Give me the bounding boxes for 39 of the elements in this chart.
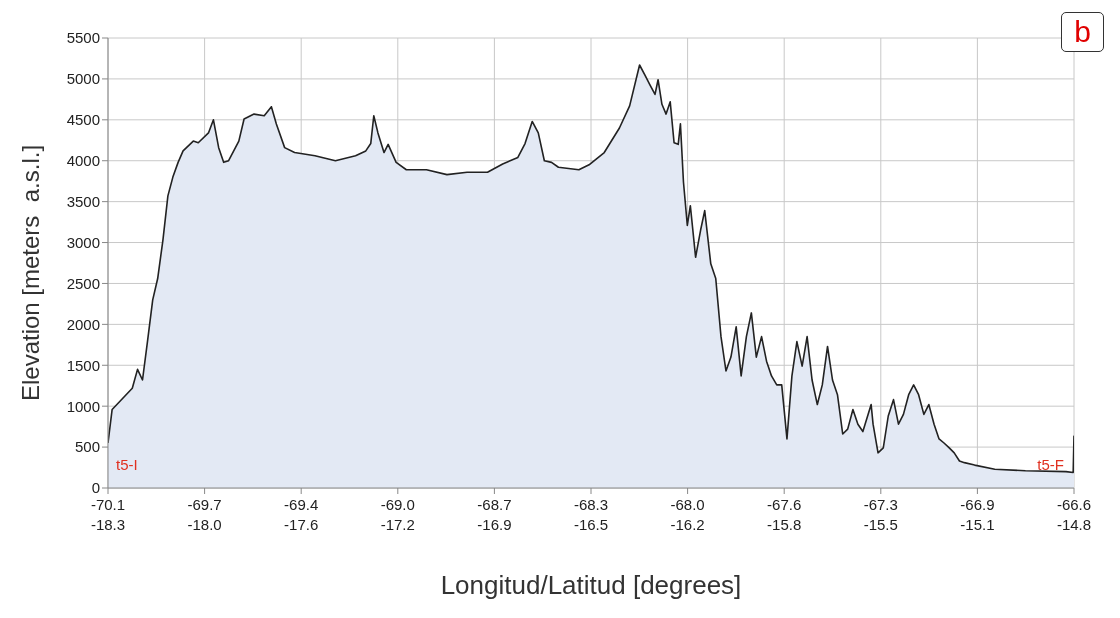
- y-tick-label: 1000: [66, 397, 100, 415]
- x-tick-label: -69.0: [380, 496, 415, 513]
- annotation: t5-F: [1037, 456, 1064, 473]
- x-tick-label: -68.0: [670, 496, 705, 513]
- y-tick-label: 4500: [66, 111, 100, 129]
- y-tick-label: 500: [74, 438, 100, 456]
- x-tick-label: -67.6: [767, 496, 802, 513]
- x2-tick-label: -15.8: [767, 516, 802, 533]
- x-tick-label: -68.3: [573, 496, 609, 513]
- x2-tick-label: -15.1: [960, 516, 995, 533]
- x-tick-label: -67.3: [863, 496, 898, 513]
- x2-tick-label: -17.6: [284, 516, 319, 533]
- x-tick-label: -69.7: [187, 496, 222, 513]
- annotation: t5-I: [116, 456, 138, 473]
- y-tick-label: 1500: [66, 356, 100, 374]
- x2-tick-label: -16.2: [670, 516, 705, 533]
- x2-tick-label: -15.5: [863, 516, 898, 533]
- y-tick-label: 5000: [66, 70, 100, 88]
- y-tick-label: 5500: [66, 29, 100, 47]
- x2-tick-label: -18.0: [187, 516, 222, 533]
- y-tick-label: 2000: [66, 315, 100, 333]
- chart-title: b: [1061, 12, 1104, 52]
- y-tick-label: 4000: [66, 152, 100, 170]
- y-tick-label: 3500: [66, 192, 100, 210]
- y-tick-label: 3000: [66, 233, 100, 251]
- x-tick-label: -69.4: [284, 496, 319, 513]
- x2-tick-label: -18.3: [90, 516, 126, 533]
- x2-tick-label: -16.9: [477, 516, 512, 533]
- x-tick-label: -66.6: [1056, 496, 1092, 513]
- x-tick-label: -70.1: [90, 496, 126, 513]
- x-tick-label: -66.9: [960, 496, 995, 513]
- x-axis-title: Longitud/Latitud [degrees]: [439, 570, 743, 601]
- y-axis-title: Elevation [meters a.s.l.]: [17, 144, 45, 402]
- y-tick-label: 2500: [66, 274, 100, 292]
- y-tick-label: 0: [91, 479, 100, 497]
- x2-tick-label: -14.8: [1056, 516, 1092, 533]
- x2-tick-label: -16.5: [573, 516, 609, 533]
- x2-tick-label: -17.2: [380, 516, 415, 533]
- x-tick-label: -68.7: [477, 496, 512, 513]
